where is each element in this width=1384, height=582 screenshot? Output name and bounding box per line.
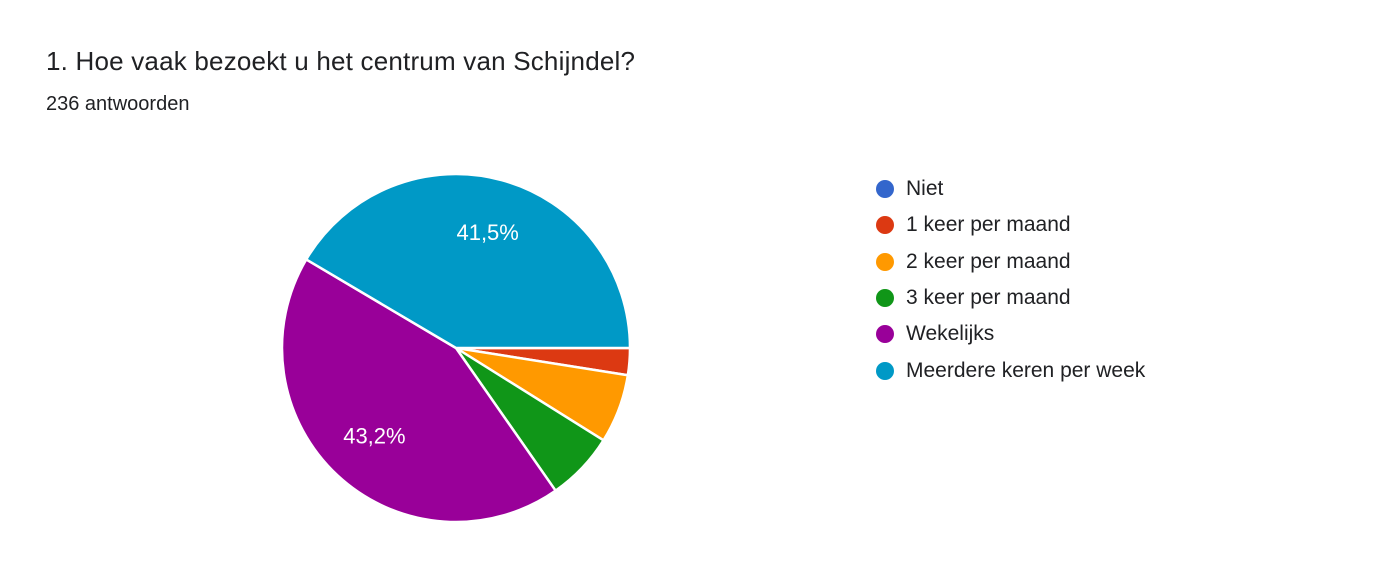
legend-item: Wekelijks xyxy=(876,316,1145,352)
legend-item-label: 1 keer per maand xyxy=(906,213,1071,237)
legend-color-dot xyxy=(876,252,894,271)
legend-color-dot xyxy=(876,361,894,380)
response-count: 236 antwoorden xyxy=(46,93,190,115)
legend-color-dot xyxy=(876,216,894,235)
legend-color-dot xyxy=(876,289,894,308)
pie-chart: 43,2% 41,5% xyxy=(282,174,630,522)
legend-item-label: 2 keer per maand xyxy=(906,249,1071,273)
question-title: 1. Hoe vaak bezoekt u het centrum van Sc… xyxy=(46,46,636,76)
legend-color-dot xyxy=(876,325,894,344)
chart-legend: Niet 1 keer per maand 2 keer per maand 3 ke… xyxy=(876,171,1145,389)
pie-slice-label: 43,2% xyxy=(343,423,405,448)
pie-slice-5 xyxy=(304,174,630,350)
legend-item: Meerdere keren per week xyxy=(876,352,1145,388)
legend-item: 2 keer per maand xyxy=(876,244,1145,280)
pie-slice-label: 41,5% xyxy=(456,220,518,245)
pie-slice-4 xyxy=(282,258,557,522)
legend-item-label: Wekelijks xyxy=(906,322,995,346)
legend-item-label: Niet xyxy=(906,177,944,201)
legend-item: Niet xyxy=(876,171,1145,207)
legend-item-label: 3 keer per maand xyxy=(906,286,1071,310)
legend-color-dot xyxy=(876,180,894,199)
legend-item: 3 keer per maand xyxy=(876,280,1145,316)
legend-item-label: Meerdere keren per week xyxy=(906,358,1146,382)
legend-item: 1 keer per maand xyxy=(876,207,1145,243)
